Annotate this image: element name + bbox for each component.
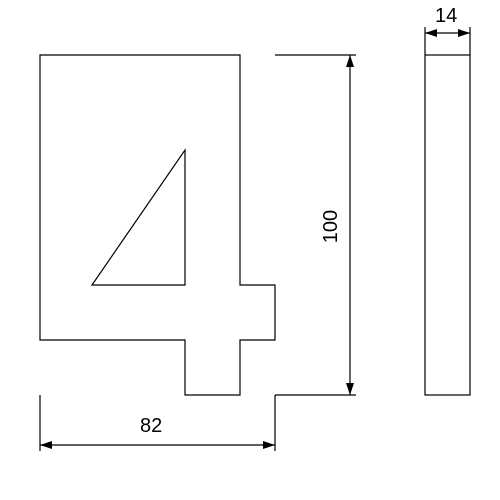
dim-height-label: 100 — [320, 210, 343, 243]
technical-drawing — [0, 0, 500, 500]
dim-width-label: 82 — [140, 415, 162, 438]
dim-depth-label: 14 — [435, 5, 457, 28]
